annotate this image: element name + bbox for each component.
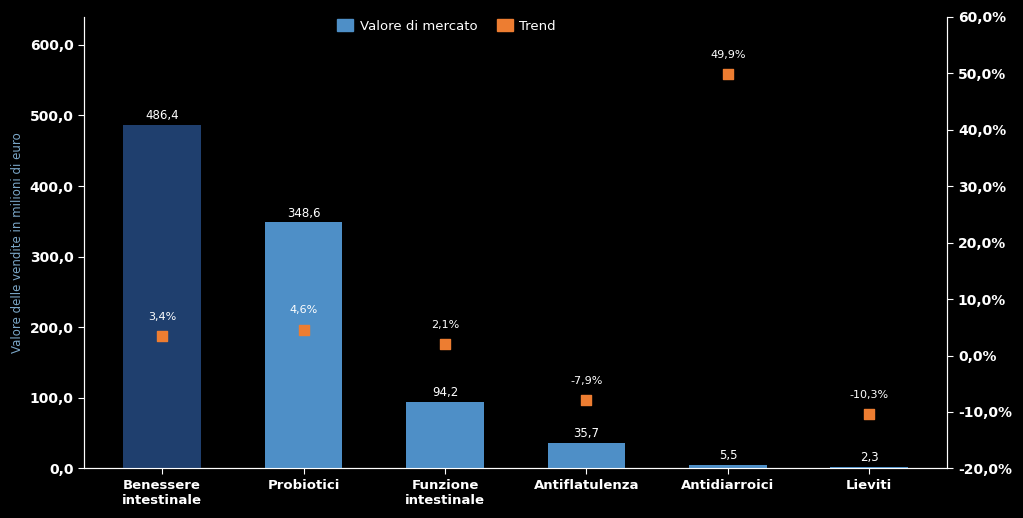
Y-axis label: Valore delle vendite in milioni di euro: Valore delle vendite in milioni di euro bbox=[11, 132, 25, 353]
Text: 2,1%: 2,1% bbox=[431, 320, 459, 329]
Text: 5,5: 5,5 bbox=[718, 449, 738, 462]
Bar bbox=[688, 465, 767, 468]
Bar bbox=[831, 467, 908, 468]
Text: 486,4: 486,4 bbox=[145, 109, 179, 122]
Text: 35,7: 35,7 bbox=[574, 427, 599, 440]
Point bbox=[153, 332, 170, 340]
Text: 2,3: 2,3 bbox=[860, 451, 879, 464]
Bar bbox=[265, 222, 343, 468]
Point bbox=[861, 410, 878, 418]
Text: -7,9%: -7,9% bbox=[570, 376, 603, 386]
Legend: Valore di mercato, Trend: Valore di mercato, Trend bbox=[331, 14, 562, 38]
Text: 3,4%: 3,4% bbox=[148, 312, 176, 322]
Bar bbox=[406, 402, 484, 468]
Text: 49,9%: 49,9% bbox=[710, 50, 746, 60]
Point bbox=[720, 69, 737, 78]
Point bbox=[437, 339, 453, 348]
Text: -10,3%: -10,3% bbox=[850, 390, 889, 399]
Point bbox=[296, 325, 312, 334]
Text: 348,6: 348,6 bbox=[286, 207, 320, 220]
Point bbox=[578, 396, 594, 404]
Text: 94,2: 94,2 bbox=[432, 386, 458, 399]
Text: 4,6%: 4,6% bbox=[290, 306, 318, 315]
Bar bbox=[123, 125, 201, 468]
Bar bbox=[547, 443, 625, 468]
